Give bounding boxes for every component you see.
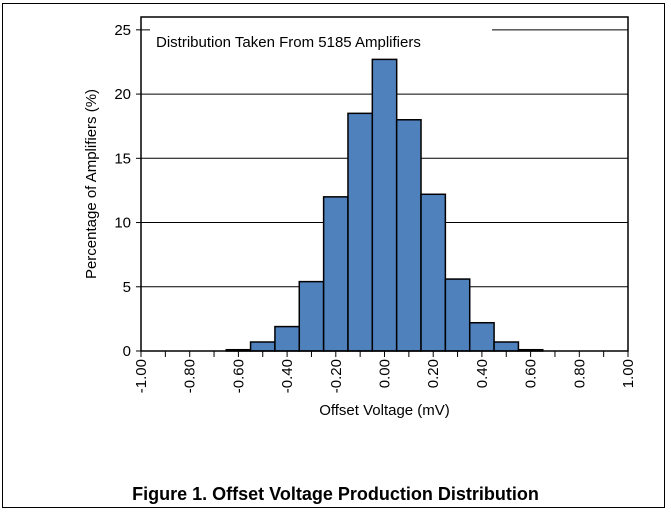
histogram-bars — [225, 58, 544, 352]
histogram-bar — [274, 325, 301, 352]
histogram-bar — [493, 341, 520, 352]
x-tick-label: 0.80 — [571, 359, 588, 388]
y-tick-label: 15 — [114, 150, 131, 167]
y-tick-label: 20 — [114, 86, 131, 103]
x-axis-label: Offset Voltage (mV) — [319, 402, 450, 419]
x-tick-label: 1.00 — [620, 359, 637, 388]
annotation-background — [150, 28, 492, 56]
y-tick-label: 25 — [114, 22, 131, 39]
histogram-bar — [420, 193, 447, 352]
histogram-bar — [298, 280, 325, 352]
histogram-chart: 0 5 10 15 20 25 -1.00 -0.80 -0.60 -0.40 -0.20 0.00 0… — [83, 16, 637, 419]
x-tick-label: 0.00 — [377, 359, 394, 388]
histogram-bar — [347, 112, 374, 352]
x-tick-label: -0.20 — [328, 359, 345, 393]
x-tick-label: -1.00 — [133, 359, 150, 393]
y-tick-label: 5 — [123, 279, 131, 296]
histogram-bar — [395, 119, 422, 352]
axis-ticks: 0 5 10 15 20 25 -1.00 -0.80 -0.60 -0.40 -0.20 0.00 0… — [114, 22, 637, 393]
histogram-bar — [249, 341, 276, 352]
histogram-bar — [371, 58, 398, 352]
x-tick-label: -0.60 — [230, 359, 247, 393]
x-tick-label: -0.80 — [182, 359, 199, 393]
x-tick-label: 0.60 — [523, 359, 540, 388]
histogram-bar — [444, 278, 471, 352]
annotation-text: Distribution Taken From 5185 Amplifiers — [156, 34, 421, 51]
y-tick-label: 0 — [123, 343, 131, 360]
y-tick-label: 10 — [114, 215, 131, 232]
x-tick-label: 0.20 — [425, 359, 442, 388]
x-tick-label: -0.40 — [279, 359, 296, 393]
x-tick-label: 0.40 — [474, 359, 491, 388]
figure-frame — [2, 3, 665, 508]
figure-caption: Figure 1. Offset Voltage Production Dist… — [132, 484, 539, 504]
histogram-bar — [322, 196, 349, 352]
y-axis-label: Percentage of Amplifiers (%) — [83, 89, 100, 279]
histogram-bar — [468, 321, 495, 352]
